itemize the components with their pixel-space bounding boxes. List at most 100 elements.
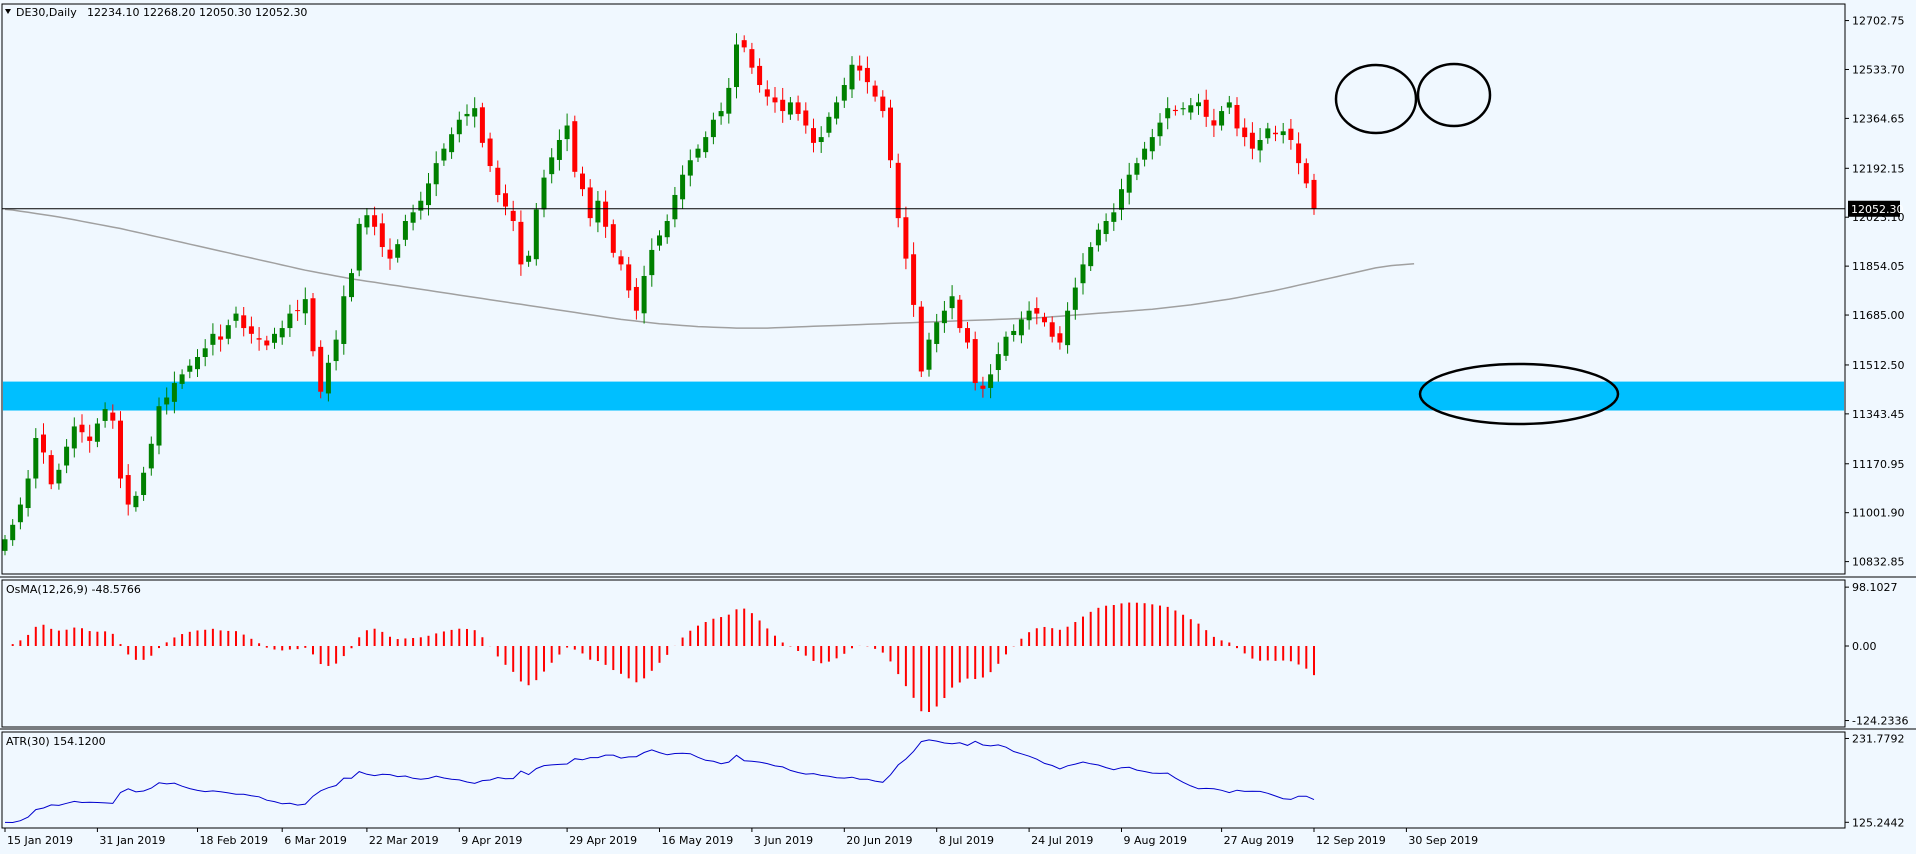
candle-body xyxy=(1211,120,1217,126)
candle xyxy=(903,206,909,270)
candle xyxy=(1196,93,1201,115)
candle-body xyxy=(595,200,601,223)
candle xyxy=(25,470,31,517)
candle xyxy=(187,359,193,379)
price-tick-label: 10832.85 xyxy=(1852,556,1905,569)
atr-tick-label: 231.7792 xyxy=(1852,732,1905,745)
candle xyxy=(864,56,870,94)
candle-body xyxy=(110,412,116,421)
date-label: 3 Jun 2019 xyxy=(754,834,813,847)
candle-body xyxy=(1072,287,1078,310)
candle-body xyxy=(202,348,208,357)
candle xyxy=(949,285,955,320)
collapse-triangle-icon[interactable] xyxy=(5,9,11,14)
candle-body xyxy=(256,338,262,340)
osma-tick-label: -124.2336 xyxy=(1852,715,1908,728)
candle xyxy=(48,450,54,490)
candle-body xyxy=(895,162,901,219)
price-tick-label: 12192.15 xyxy=(1852,162,1905,175)
candle xyxy=(664,214,670,244)
candle xyxy=(1288,118,1294,150)
candle-body xyxy=(1303,163,1309,184)
candle-body xyxy=(957,299,963,329)
candle xyxy=(941,300,947,333)
date-label: 29 Apr 2019 xyxy=(569,834,637,847)
candle-body xyxy=(349,273,354,298)
candle xyxy=(1242,118,1248,147)
candle-body xyxy=(10,524,16,541)
candle-body xyxy=(41,434,46,453)
candle xyxy=(1057,326,1063,350)
candle xyxy=(1142,141,1148,167)
candle xyxy=(287,304,293,337)
candle-body xyxy=(857,65,863,71)
candle-body xyxy=(179,374,185,384)
candle xyxy=(110,404,116,429)
candle xyxy=(564,113,570,152)
candle-body xyxy=(364,215,370,228)
candle xyxy=(79,414,85,443)
candle-body xyxy=(818,137,824,143)
candle-body xyxy=(1296,143,1302,164)
candle-body xyxy=(195,356,200,370)
candle xyxy=(734,33,739,99)
candle xyxy=(1003,331,1009,362)
candle-body xyxy=(464,113,470,117)
candle-body xyxy=(741,40,747,48)
candle xyxy=(372,206,378,236)
osma-panel xyxy=(1,579,1846,728)
candle-body xyxy=(456,119,462,135)
candle xyxy=(980,376,986,398)
candle xyxy=(1065,302,1071,354)
candle xyxy=(310,293,316,357)
candle-body xyxy=(641,275,647,314)
candle-body xyxy=(387,249,393,259)
candle-body xyxy=(1111,212,1117,222)
candle xyxy=(1111,203,1117,231)
candle xyxy=(1080,253,1086,295)
candle xyxy=(603,190,609,238)
candle-body xyxy=(1226,102,1232,108)
price-tick-label: 11170.95 xyxy=(1852,458,1905,471)
candle-body xyxy=(880,96,886,112)
price-tick-label: 11512.50 xyxy=(1852,359,1905,372)
candle xyxy=(1311,173,1317,215)
candle-body xyxy=(125,475,131,505)
candle xyxy=(911,242,917,317)
candle xyxy=(225,319,231,345)
candle-body xyxy=(672,194,678,220)
candle xyxy=(241,306,247,337)
candle xyxy=(703,131,709,158)
candle xyxy=(256,327,262,351)
candle-body xyxy=(1142,148,1148,160)
candle-body xyxy=(1180,108,1186,110)
candle xyxy=(71,417,77,458)
candle xyxy=(1188,97,1194,120)
candle xyxy=(1172,105,1178,116)
candle xyxy=(333,330,339,371)
candle-body xyxy=(1080,264,1086,284)
candle xyxy=(433,151,439,197)
candle-body xyxy=(1311,179,1317,209)
candle xyxy=(1026,301,1032,330)
candle-body xyxy=(1126,174,1132,193)
date-label: 15 Jan 2019 xyxy=(7,834,73,847)
candle-body xyxy=(187,365,193,372)
candle-body xyxy=(233,313,239,321)
candle xyxy=(387,238,393,270)
candle xyxy=(156,397,162,455)
candle-body xyxy=(1095,229,1101,246)
candle-body xyxy=(1280,131,1286,136)
candle xyxy=(233,306,239,328)
candle xyxy=(341,285,347,355)
candle xyxy=(587,179,593,227)
candle-body xyxy=(171,383,177,402)
candle-body xyxy=(764,89,770,97)
date-label: 9 Apr 2019 xyxy=(461,834,522,847)
candle xyxy=(441,143,447,166)
candle-body xyxy=(826,116,832,133)
candle-body xyxy=(1003,336,1009,356)
